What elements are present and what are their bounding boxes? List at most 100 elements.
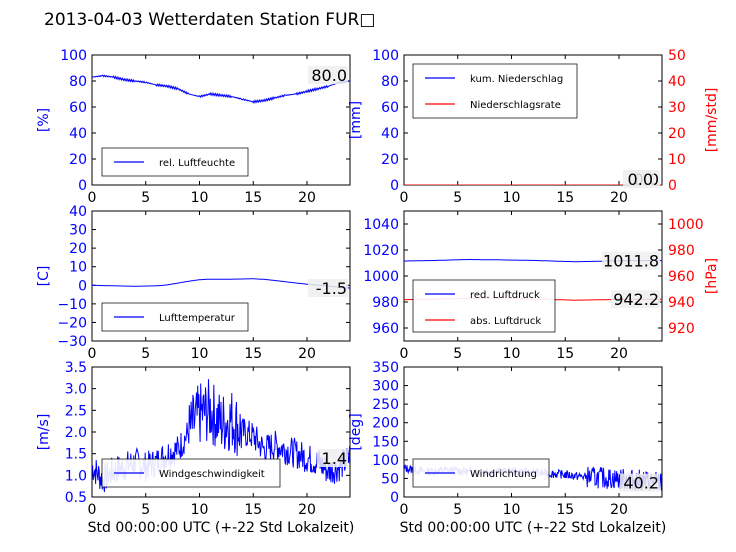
y-tick-label: 2.5 [65, 403, 87, 419]
y-tick-label: 100 [372, 48, 399, 64]
x-tick-label: 10 [191, 502, 209, 518]
y-tick-label: −20 [57, 315, 87, 331]
x-tick-label: 15 [244, 346, 262, 362]
x-tick-label: 10 [191, 190, 209, 206]
x-tick-label: 15 [244, 190, 262, 206]
last-value-label: 1.4 [322, 449, 347, 468]
y-tick-right-label: 1000 [668, 217, 704, 233]
y-tick-label: 1000 [363, 269, 399, 285]
x-tick-label: 5 [453, 190, 462, 206]
y-tick-label: 40 [69, 204, 87, 220]
page-title: 2013-04-03 Wetterdaten Station FUR□ [44, 10, 376, 30]
value-label-bg-2 [611, 290, 660, 309]
y-tick-right-label: 940 [668, 295, 695, 311]
y-axis-label: [%] [36, 108, 52, 132]
value-label-bg [602, 251, 660, 270]
y-tick-label: 3.5 [65, 360, 87, 376]
y-tick-label: 980 [372, 295, 399, 311]
x-tick-label: 0 [88, 190, 97, 206]
x-axis-label: Std 00:00:00 UTC (+-22 Std Lokalzeit) [400, 520, 667, 536]
y-tick-label: 2.0 [65, 425, 87, 441]
legend: Windgeschwindigkeit [101, 458, 281, 488]
y-tick-label: 40 [69, 126, 87, 142]
y-tick-label: 0.5 [65, 490, 87, 506]
x-tick-label: 10 [503, 346, 521, 362]
last-value-label: 40.2 [623, 474, 659, 493]
legend: red. Luftdruck abs. Luftdruck [412, 279, 556, 333]
y-tick-right-label: 20 [668, 126, 686, 142]
legend-label: Windgeschwindigkeit [159, 469, 265, 480]
legend: Windrichtung [412, 458, 550, 488]
y-tick-right-label: 0 [668, 178, 677, 194]
last-value-label: -1.5 [316, 279, 347, 298]
x-tick-label: 5 [141, 346, 150, 362]
y-tick-label: 0 [78, 178, 87, 194]
y-tick-label: 40 [381, 126, 399, 142]
y-tick-label: 60 [69, 100, 87, 116]
y-tick-label: 150 [372, 434, 399, 450]
x-tick-label: 20 [610, 190, 628, 206]
y-tick-label: 80 [69, 74, 87, 90]
x-tick-label: 10 [191, 346, 209, 362]
y-tick-label: 20 [69, 152, 87, 168]
y-tick-label: 300 [372, 379, 399, 395]
y-tick-right-label: 50 [668, 48, 686, 64]
y-axis-label: [C] [36, 266, 52, 287]
y-tick-label: 0 [390, 178, 399, 194]
legend-label: Niederschlagsrate [470, 100, 561, 111]
x-tick-label: 20 [298, 502, 316, 518]
y-tick-label: 3.0 [65, 382, 87, 398]
legend-label: Lufttemperatur [159, 313, 236, 324]
legend-label: kum. Niederschlag [470, 74, 563, 85]
y-tick-label: 0 [78, 278, 87, 294]
y-tick-label: 0 [390, 490, 399, 506]
x-tick-label: 20 [298, 190, 316, 206]
y-tick-label: 1020 [363, 243, 399, 259]
y-tick-label: 1.0 [65, 468, 87, 484]
y-axis-label: [deg] [348, 413, 364, 450]
y-tick-right-label: 30 [668, 100, 686, 116]
legend-box [412, 63, 578, 119]
x-tick-label: 20 [298, 346, 316, 362]
y-axis-label: [mm] [348, 101, 364, 139]
chart-humidity: 0 5 10 15 20 0 20 40 60 80 100 [%] 80.0 rel. Luftfeuc… [36, 48, 351, 206]
y-tick-label: 250 [372, 397, 399, 413]
series-group [92, 74, 350, 104]
x-tick-label: 5 [141, 190, 150, 206]
x-tick-label: 0 [400, 190, 409, 206]
legend-label: Windrichtung [470, 469, 537, 480]
last-value-label: 1011.8 [603, 252, 659, 271]
y-axis-right-label: [hPa] [704, 258, 720, 294]
value-label-bg [308, 66, 348, 84]
x-tick-label: 15 [556, 190, 574, 206]
x-tick-label: 15 [244, 502, 262, 518]
x-tick-label: 10 [503, 502, 521, 518]
y-tick-label: −30 [57, 334, 87, 350]
y-tick-label: 10 [69, 260, 87, 276]
series-line-0 [92, 74, 350, 104]
x-tick-label: 20 [610, 502, 628, 518]
x-tick-label: 0 [88, 502, 97, 518]
y-tick-right-label: 960 [668, 269, 695, 285]
value-label-bg [308, 279, 348, 298]
y-tick-right-label: 10 [668, 152, 686, 168]
y-tick-label: 80 [381, 74, 399, 90]
x-tick-label: 0 [88, 346, 97, 362]
y-tick-label: 60 [381, 100, 399, 116]
y-tick-label: 100 [372, 453, 399, 469]
legend-box [412, 279, 556, 333]
y-tick-label: 200 [372, 416, 399, 432]
y-tick-right-label: 920 [668, 321, 695, 337]
y-axis-right-label: [mm/std] [704, 88, 720, 153]
legend-label: rel. Luftfeuchte [159, 158, 235, 169]
x-tick-label: 15 [556, 346, 574, 362]
last-value-label-2: 942.2 [613, 290, 659, 309]
legend-label: red. Luftdruck [470, 290, 540, 301]
y-tick-label: 20 [381, 152, 399, 168]
last-value-label-2: 0.0 [628, 170, 653, 189]
chart-pressure: 0 5 10 15 20 960 980 1000 1020 1040 920 940 960 980 10… [363, 210, 720, 362]
chart-precip: 0 5 10 15 20 0 20 40 60 80 100 0 10 20 30 40 50 [mm] [mm/s… [348, 48, 720, 206]
